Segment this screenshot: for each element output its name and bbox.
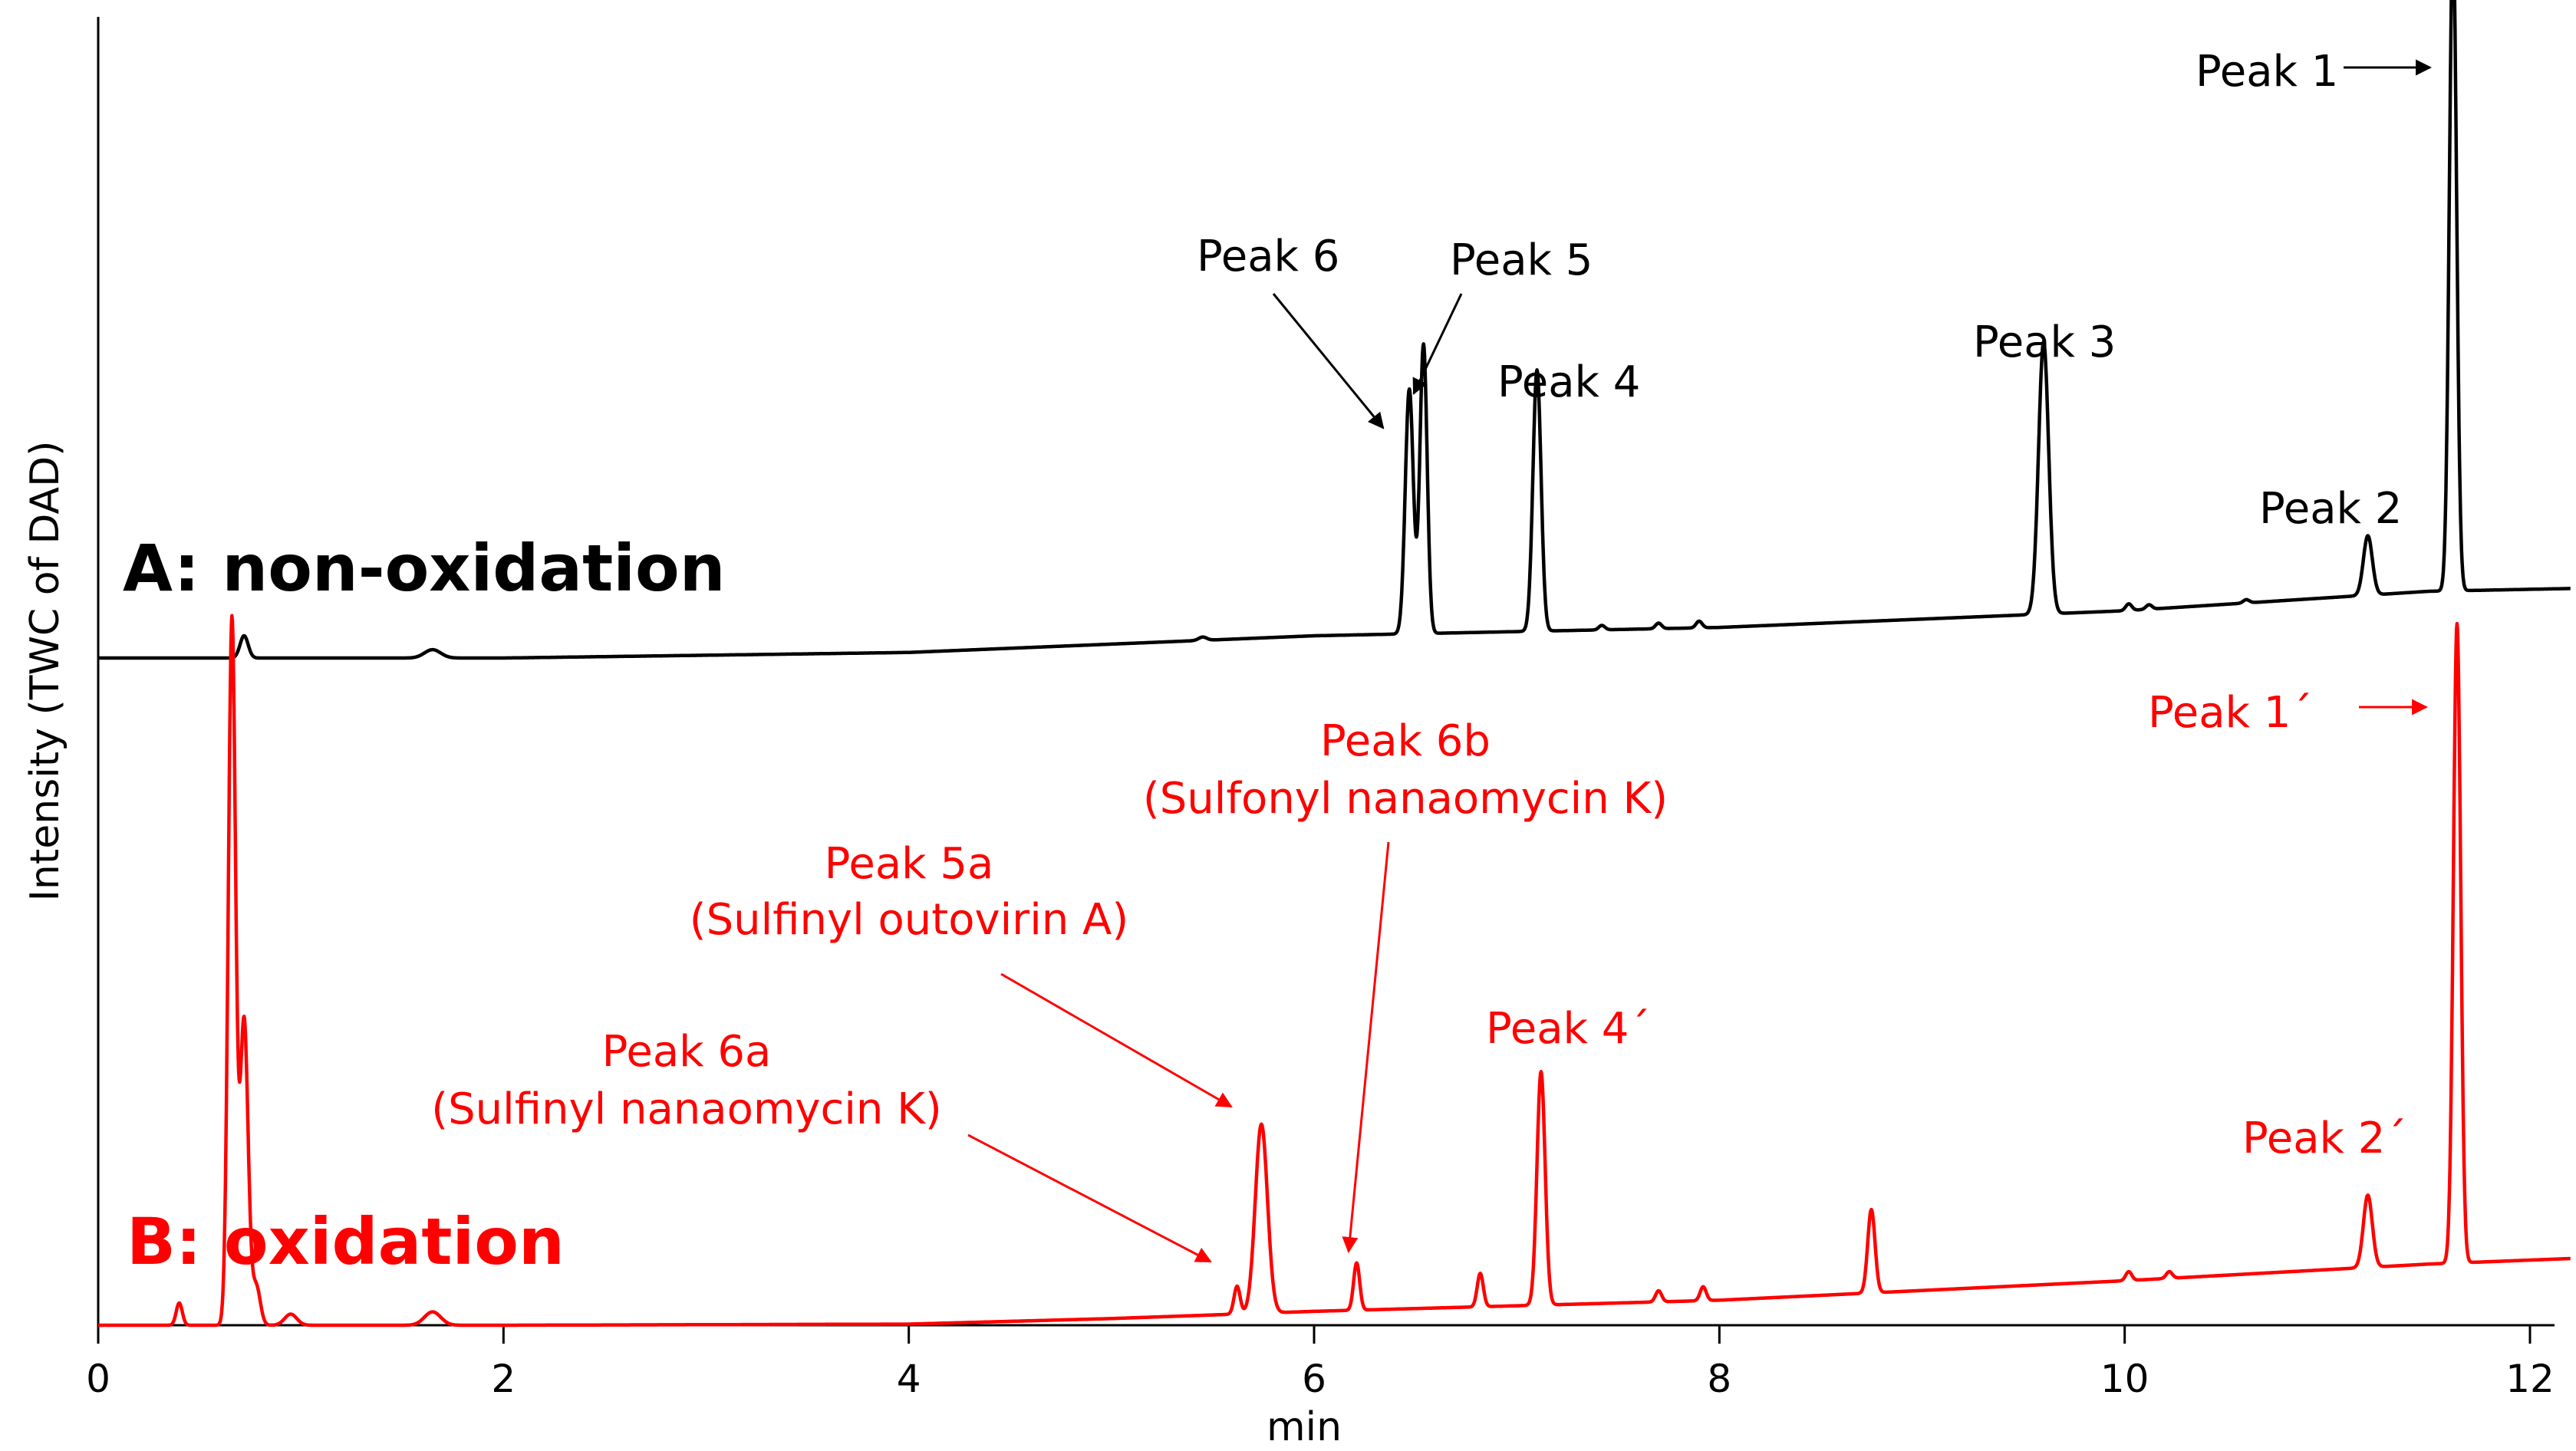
x-tick-label-10: 10: [2100, 1357, 2149, 1401]
peak-2-prime-label: Peak 2´: [2242, 1114, 2406, 1163]
x-axis-label: min: [1267, 1404, 1342, 1450]
x-tick-label-4: 4: [897, 1357, 921, 1401]
x-axis-ticks: 0 2 4 6 8 10 12: [86, 1325, 2555, 1401]
x-tick-label-0: 0: [86, 1357, 110, 1401]
x-tick-label-6: 6: [1302, 1357, 1326, 1401]
peak-6-arrow: [1272, 293, 1385, 429]
peak-2-label: Peak 2: [2259, 484, 2402, 534]
peak-4-prime-label: Peak 4´: [1486, 1004, 1650, 1054]
peak-5-arrow: [1412, 293, 1463, 395]
peak-6a-arrow: [967, 1133, 1212, 1263]
peak-6a-sublabel: (Sulfinyl nanaomycin K): [431, 1084, 942, 1134]
trace-a-non-oxidation: [97, 0, 2572, 660]
peak-5a-label: Peak 5a: [825, 839, 994, 889]
peak-5a-sublabel: (Sulfinyl outovirin A): [690, 895, 1128, 945]
x-tick-label-12: 12: [2505, 1357, 2555, 1401]
peak-6b-arrow: [1342, 841, 1390, 1254]
x-tick-label-8: 8: [1707, 1357, 1731, 1401]
peak-6a-label: Peak 6a: [602, 1027, 772, 1077]
y-axis-label: Intensity (TWC of DAD): [22, 441, 68, 902]
peak-1-label: Peak 1: [2196, 47, 2338, 97]
peak-6-label: Peak 6: [1197, 232, 1339, 281]
peak-1-prime-label: Peak 1´: [2148, 688, 2312, 738]
peak-6b-label: Peak 6b: [1320, 716, 1491, 766]
peak-4-label: Peak 4: [1497, 357, 1640, 407]
series-label-a: A: non-oxidation: [123, 531, 726, 606]
peak-3-label: Peak 3: [1973, 318, 2116, 367]
peak-5-label: Peak 5: [1450, 235, 1593, 285]
peak-6b-sublabel: (Sulfonyl nanaomycin K): [1143, 774, 1668, 824]
trace-b-oxidation: [97, 614, 2572, 1328]
x-tick-label-2: 2: [491, 1357, 516, 1401]
peak-5a-arrow: [1000, 972, 1233, 1108]
series-label-b: B: oxidation: [127, 1204, 565, 1279]
